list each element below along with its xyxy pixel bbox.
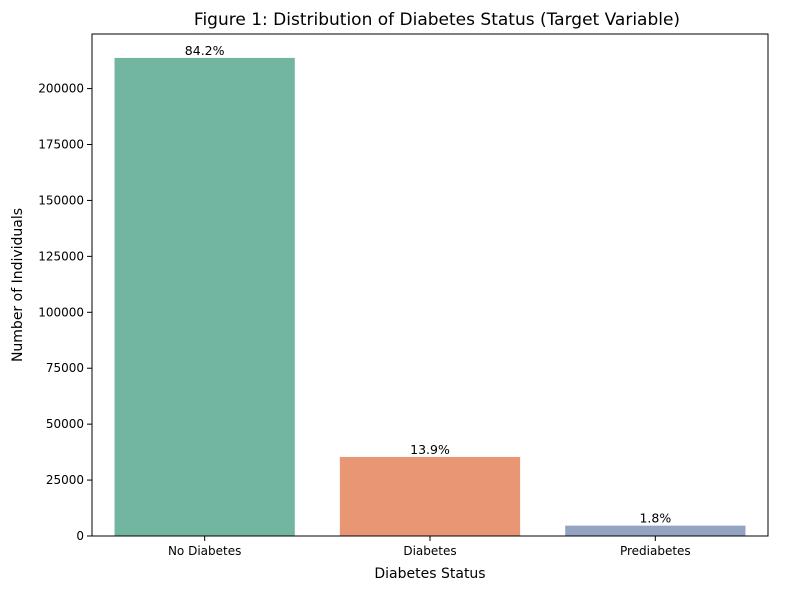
bar xyxy=(114,57,295,537)
y-tick-label: 0 xyxy=(76,529,84,543)
y-tick-label: 75000 xyxy=(46,361,84,375)
bar-data-label: 13.9% xyxy=(410,442,450,457)
chart-title: Figure 1: Distribution of Diabetes Statu… xyxy=(194,10,680,30)
bar-data-labels: 84.2% 13.9% 1.8% xyxy=(185,43,672,526)
plot-frame xyxy=(91,33,769,537)
bar-data-label: 84.2% xyxy=(185,43,225,58)
y-tick-label: 175000 xyxy=(38,138,84,152)
x-axis-ticks: No Diabetes Diabetes Prediabetes xyxy=(168,536,691,558)
x-tick-label: Prediabetes xyxy=(620,544,691,558)
x-axis-label: Diabetes Status xyxy=(374,566,485,582)
bars xyxy=(114,57,746,537)
y-tick-label: 50000 xyxy=(46,417,84,431)
y-tick-label: 200000 xyxy=(38,82,84,96)
x-tick-label: Diabetes xyxy=(403,544,456,558)
y-tick-label: 150000 xyxy=(38,193,84,207)
y-tick-label: 100000 xyxy=(38,305,84,319)
y-tick-label: 25000 xyxy=(46,473,84,487)
y-tick-label: 125000 xyxy=(38,249,84,263)
y-axis-label: Number of Individuals xyxy=(10,208,26,362)
bar-data-label: 1.8% xyxy=(639,511,671,526)
bar xyxy=(565,525,746,536)
x-tick-label: No Diabetes xyxy=(168,544,241,558)
y-axis-ticks: 0 25000 50000 75000 100000 125000 150000 175000… xyxy=(38,82,92,543)
bar xyxy=(339,456,521,536)
